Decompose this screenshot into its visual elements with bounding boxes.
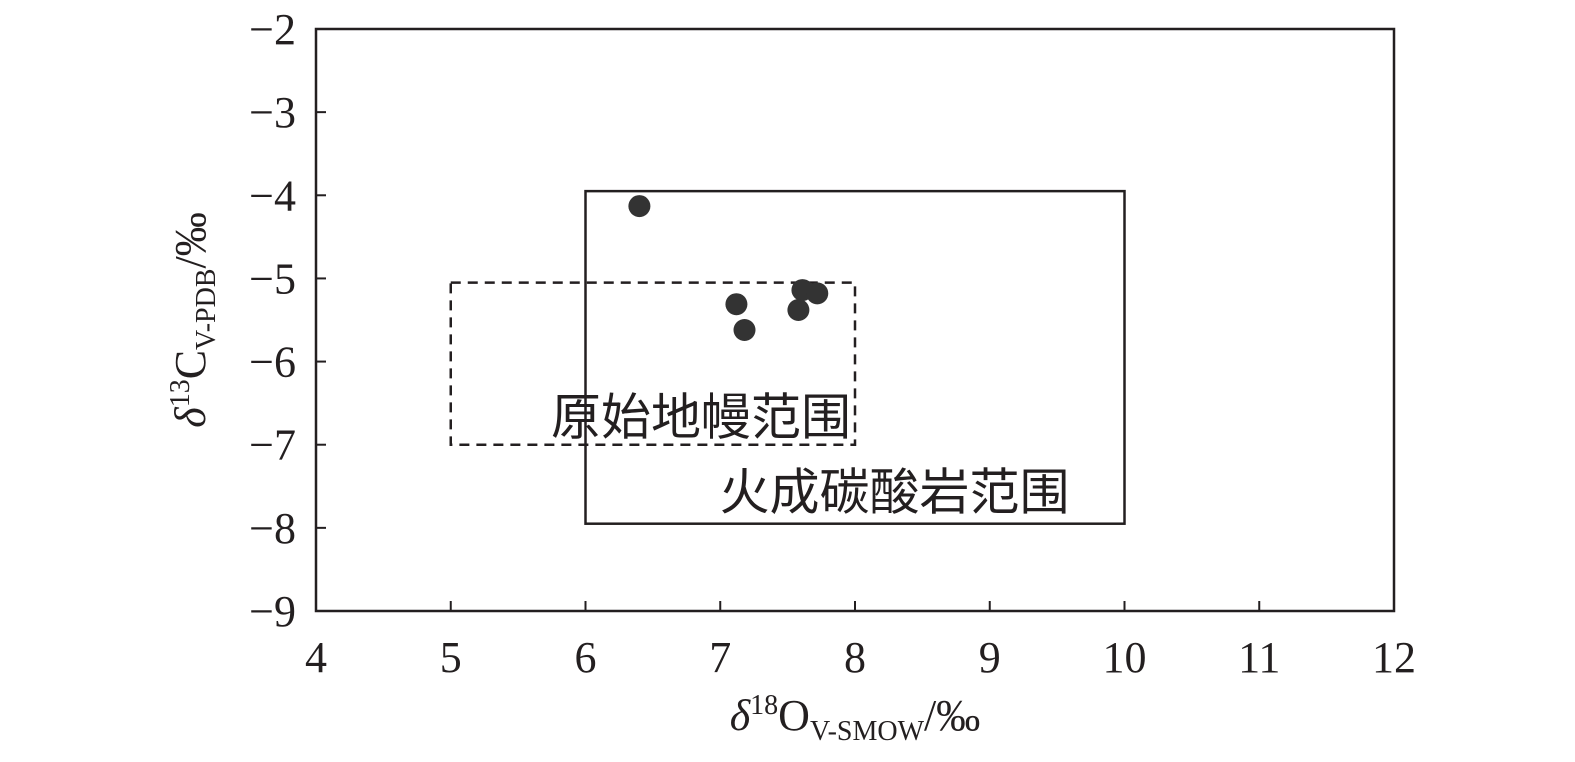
label-symbol: δ bbox=[730, 691, 752, 740]
label-sub: V-SMOW bbox=[810, 716, 925, 747]
x-tick-label: 10 bbox=[1103, 633, 1147, 682]
region-label: 原始地幔范围 bbox=[551, 390, 851, 446]
label-unit: /‰ bbox=[924, 691, 980, 740]
x-tick-label: 11 bbox=[1238, 633, 1280, 682]
point bbox=[733, 318, 756, 341]
y-tick-label: −6 bbox=[249, 338, 296, 387]
label-base: O bbox=[778, 691, 810, 740]
y-tick-label: −2 bbox=[249, 5, 296, 54]
label-sup: 18 bbox=[750, 690, 778, 721]
y-tick-label: −4 bbox=[249, 171, 296, 220]
point bbox=[806, 282, 829, 305]
y-tick-label: −5 bbox=[249, 254, 296, 303]
label-unit: /‰ bbox=[166, 212, 215, 268]
label-sup: 13 bbox=[165, 379, 196, 407]
label-base: C bbox=[166, 350, 215, 379]
point bbox=[787, 299, 810, 322]
region-label: 火成碳酸岩范围 bbox=[720, 465, 1070, 521]
region-box bbox=[584, 189, 1126, 525]
x-tick-label: 12 bbox=[1372, 633, 1416, 682]
label-sub: V-PDB bbox=[191, 268, 222, 349]
label-symbol: δ bbox=[166, 406, 215, 428]
x-tick-label: 4 bbox=[305, 633, 327, 682]
ylabel: δ13CV-PDB/‰ bbox=[165, 212, 222, 428]
x-tick-label: 6 bbox=[575, 633, 597, 682]
x-tick-label: 9 bbox=[979, 633, 1001, 682]
y-tick-label: −9 bbox=[249, 587, 296, 636]
y-tick-label: −7 bbox=[249, 421, 296, 470]
x-tick-label: 8 bbox=[844, 633, 866, 682]
xlabel: δ18OV-SMOW/‰ bbox=[730, 690, 981, 747]
x-tick-label: 7 bbox=[709, 633, 731, 682]
region-box bbox=[449, 281, 857, 446]
y-tick-label: −8 bbox=[249, 504, 296, 553]
y-tick-label: −3 bbox=[249, 88, 296, 137]
point bbox=[725, 293, 748, 316]
point bbox=[628, 195, 651, 218]
x-tick-label: 5 bbox=[440, 633, 462, 682]
